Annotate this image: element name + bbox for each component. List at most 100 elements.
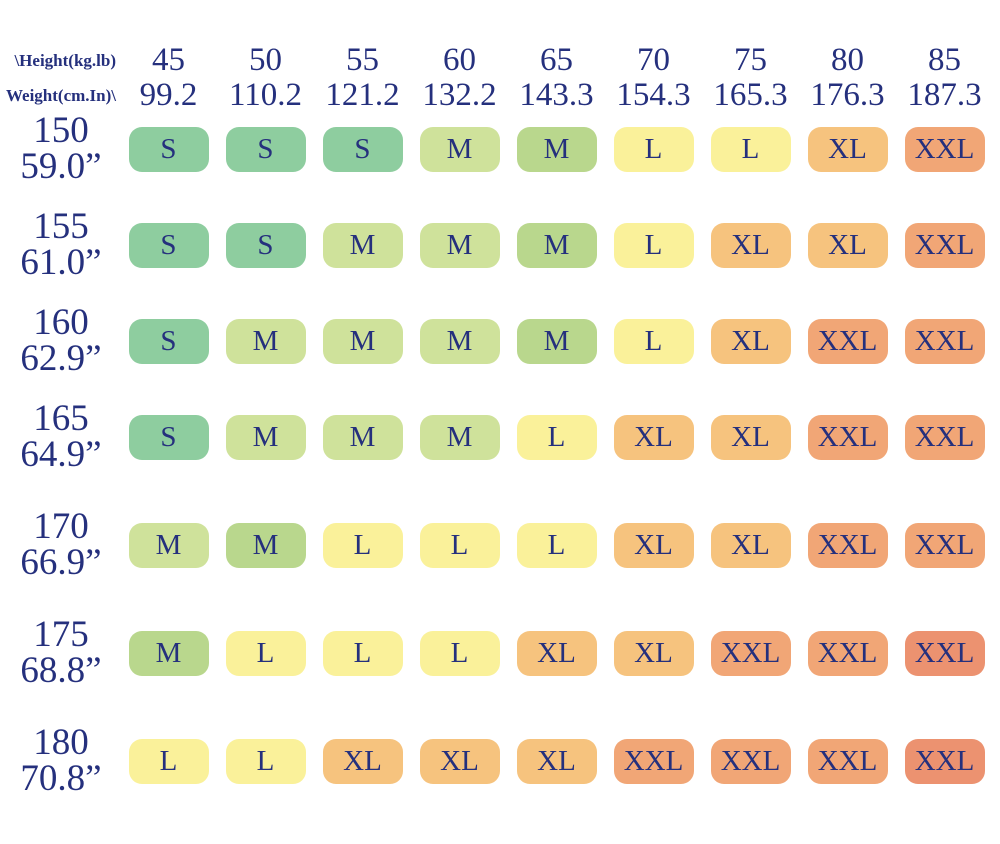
size-pill: XXL <box>904 630 985 676</box>
size-pill: XXL <box>904 414 985 460</box>
column-header: 70 154.3 <box>605 43 702 113</box>
size-cell: XXL <box>799 414 896 460</box>
size-pill: S <box>225 222 306 268</box>
size-pill: L <box>613 318 694 364</box>
size-pill: XL <box>710 318 791 364</box>
size-cell: M <box>411 318 508 364</box>
size-pill: M <box>128 522 209 568</box>
row-label: 170 66.9” <box>2 506 120 581</box>
column-header: 60 132.2 <box>411 43 508 113</box>
size-pill: XL <box>807 126 888 172</box>
size-chart: \Height(kg.lb) Weight(cm.In)\ 45 99.2 50 11… <box>2 43 1000 797</box>
size-pill: XXL <box>807 318 888 364</box>
size-cell: S <box>217 126 314 172</box>
size-cell: L <box>217 738 314 784</box>
column-weight-lb: 99.2 <box>139 77 198 113</box>
column-header: 75 165.3 <box>702 43 799 113</box>
size-cell: XL <box>799 126 896 172</box>
size-pill: XXL <box>904 126 985 172</box>
size-pill: XXL <box>613 738 694 784</box>
size-pill: L <box>419 522 500 568</box>
size-cell: XL <box>799 222 896 268</box>
size-cell: L <box>702 126 799 172</box>
size-pill: L <box>710 126 791 172</box>
size-cell: L <box>314 630 411 676</box>
size-pill: L <box>128 738 209 784</box>
size-pill: M <box>516 126 597 172</box>
size-cell: XXL <box>799 318 896 364</box>
size-cell: S <box>120 222 217 268</box>
size-pill: M <box>225 522 306 568</box>
size-pill: L <box>419 630 500 676</box>
size-cell: S <box>217 222 314 268</box>
size-pill: M <box>419 318 500 364</box>
row-label: 155 61.0” <box>2 208 120 281</box>
size-pill: L <box>516 522 597 568</box>
size-cell: M <box>120 522 217 568</box>
column-weight-lb: 121.2 <box>325 77 400 113</box>
size-pill: XXL <box>904 222 985 268</box>
axis-corner-label: \Height(kg.lb) Weight(cm.In)\ <box>2 43 120 113</box>
height-axis-label: \Height(kg.lb) <box>14 51 116 70</box>
size-pill: XL <box>710 414 791 460</box>
size-cell: XXL <box>702 738 799 784</box>
size-pill: S <box>225 126 306 172</box>
size-table-body: 150 59.0” S S S M M L L XL XXL 155 61.0” S S M M M L XL XL XX… <box>2 110 1000 797</box>
row-height-cm: 170 <box>33 506 89 547</box>
size-pill: XXL <box>807 522 888 568</box>
size-cell: L <box>217 630 314 676</box>
size-pill: XL <box>807 222 888 268</box>
column-weight-lb: 187.3 <box>907 77 982 113</box>
column-weight-kg: 50 <box>249 42 282 78</box>
size-cell: XXL <box>896 222 993 268</box>
size-cell: M <box>314 414 411 460</box>
row-label: 150 59.0” <box>2 110 120 187</box>
size-cell: XXL <box>896 126 993 172</box>
column-weight-lb: 143.3 <box>519 77 594 113</box>
size-pill: M <box>516 318 597 364</box>
size-cell: M <box>508 318 605 364</box>
column-weight-lb: 176.3 <box>810 77 885 113</box>
size-pill: XL <box>710 222 791 268</box>
size-cell: M <box>120 630 217 676</box>
size-pill: XL <box>613 522 694 568</box>
column-header: 65 143.3 <box>508 43 605 113</box>
size-pill: M <box>225 414 306 460</box>
size-cell: L <box>314 522 411 568</box>
size-cell: L <box>508 522 605 568</box>
size-pill: XL <box>322 738 403 784</box>
size-cell: L <box>605 126 702 172</box>
size-pill: XXL <box>904 318 985 364</box>
row-height-in: 62.9” <box>20 338 102 379</box>
size-pill: S <box>128 318 209 364</box>
column-header: 45 99.2 <box>120 43 217 113</box>
row-height-in: 68.8” <box>20 650 102 691</box>
table-row: 160 62.9” S M M M M L XL XXL XXL <box>2 304 1000 379</box>
column-weight-lb: 154.3 <box>616 77 691 113</box>
size-pill: XXL <box>710 738 791 784</box>
size-cell: XL <box>702 522 799 568</box>
column-weight-kg: 65 <box>540 42 573 78</box>
size-pill: M <box>419 126 500 172</box>
size-pill: XL <box>516 630 597 676</box>
column-weight-lb: 132.2 <box>422 77 497 113</box>
size-cell: XXL <box>896 414 993 460</box>
chart-header: \Height(kg.lb) Weight(cm.In)\ 45 99.2 50 11… <box>2 43 1000 113</box>
size-cell: L <box>411 522 508 568</box>
column-weight-kg: 80 <box>831 42 864 78</box>
row-height-in: 59.0” <box>20 146 102 187</box>
size-cell: M <box>217 414 314 460</box>
row-height-cm: 180 <box>33 722 89 763</box>
size-pill: M <box>322 222 403 268</box>
size-cell: M <box>508 222 605 268</box>
size-cell: M <box>314 318 411 364</box>
row-label: 160 62.9” <box>2 304 120 379</box>
row-height-cm: 150 <box>33 110 89 151</box>
size-cell: XL <box>605 414 702 460</box>
size-cell: M <box>314 222 411 268</box>
row-height-in: 64.9” <box>20 434 102 475</box>
size-pill: XL <box>710 522 791 568</box>
row-height-cm: 165 <box>33 398 89 439</box>
size-pill: M <box>225 318 306 364</box>
size-cell: M <box>411 222 508 268</box>
